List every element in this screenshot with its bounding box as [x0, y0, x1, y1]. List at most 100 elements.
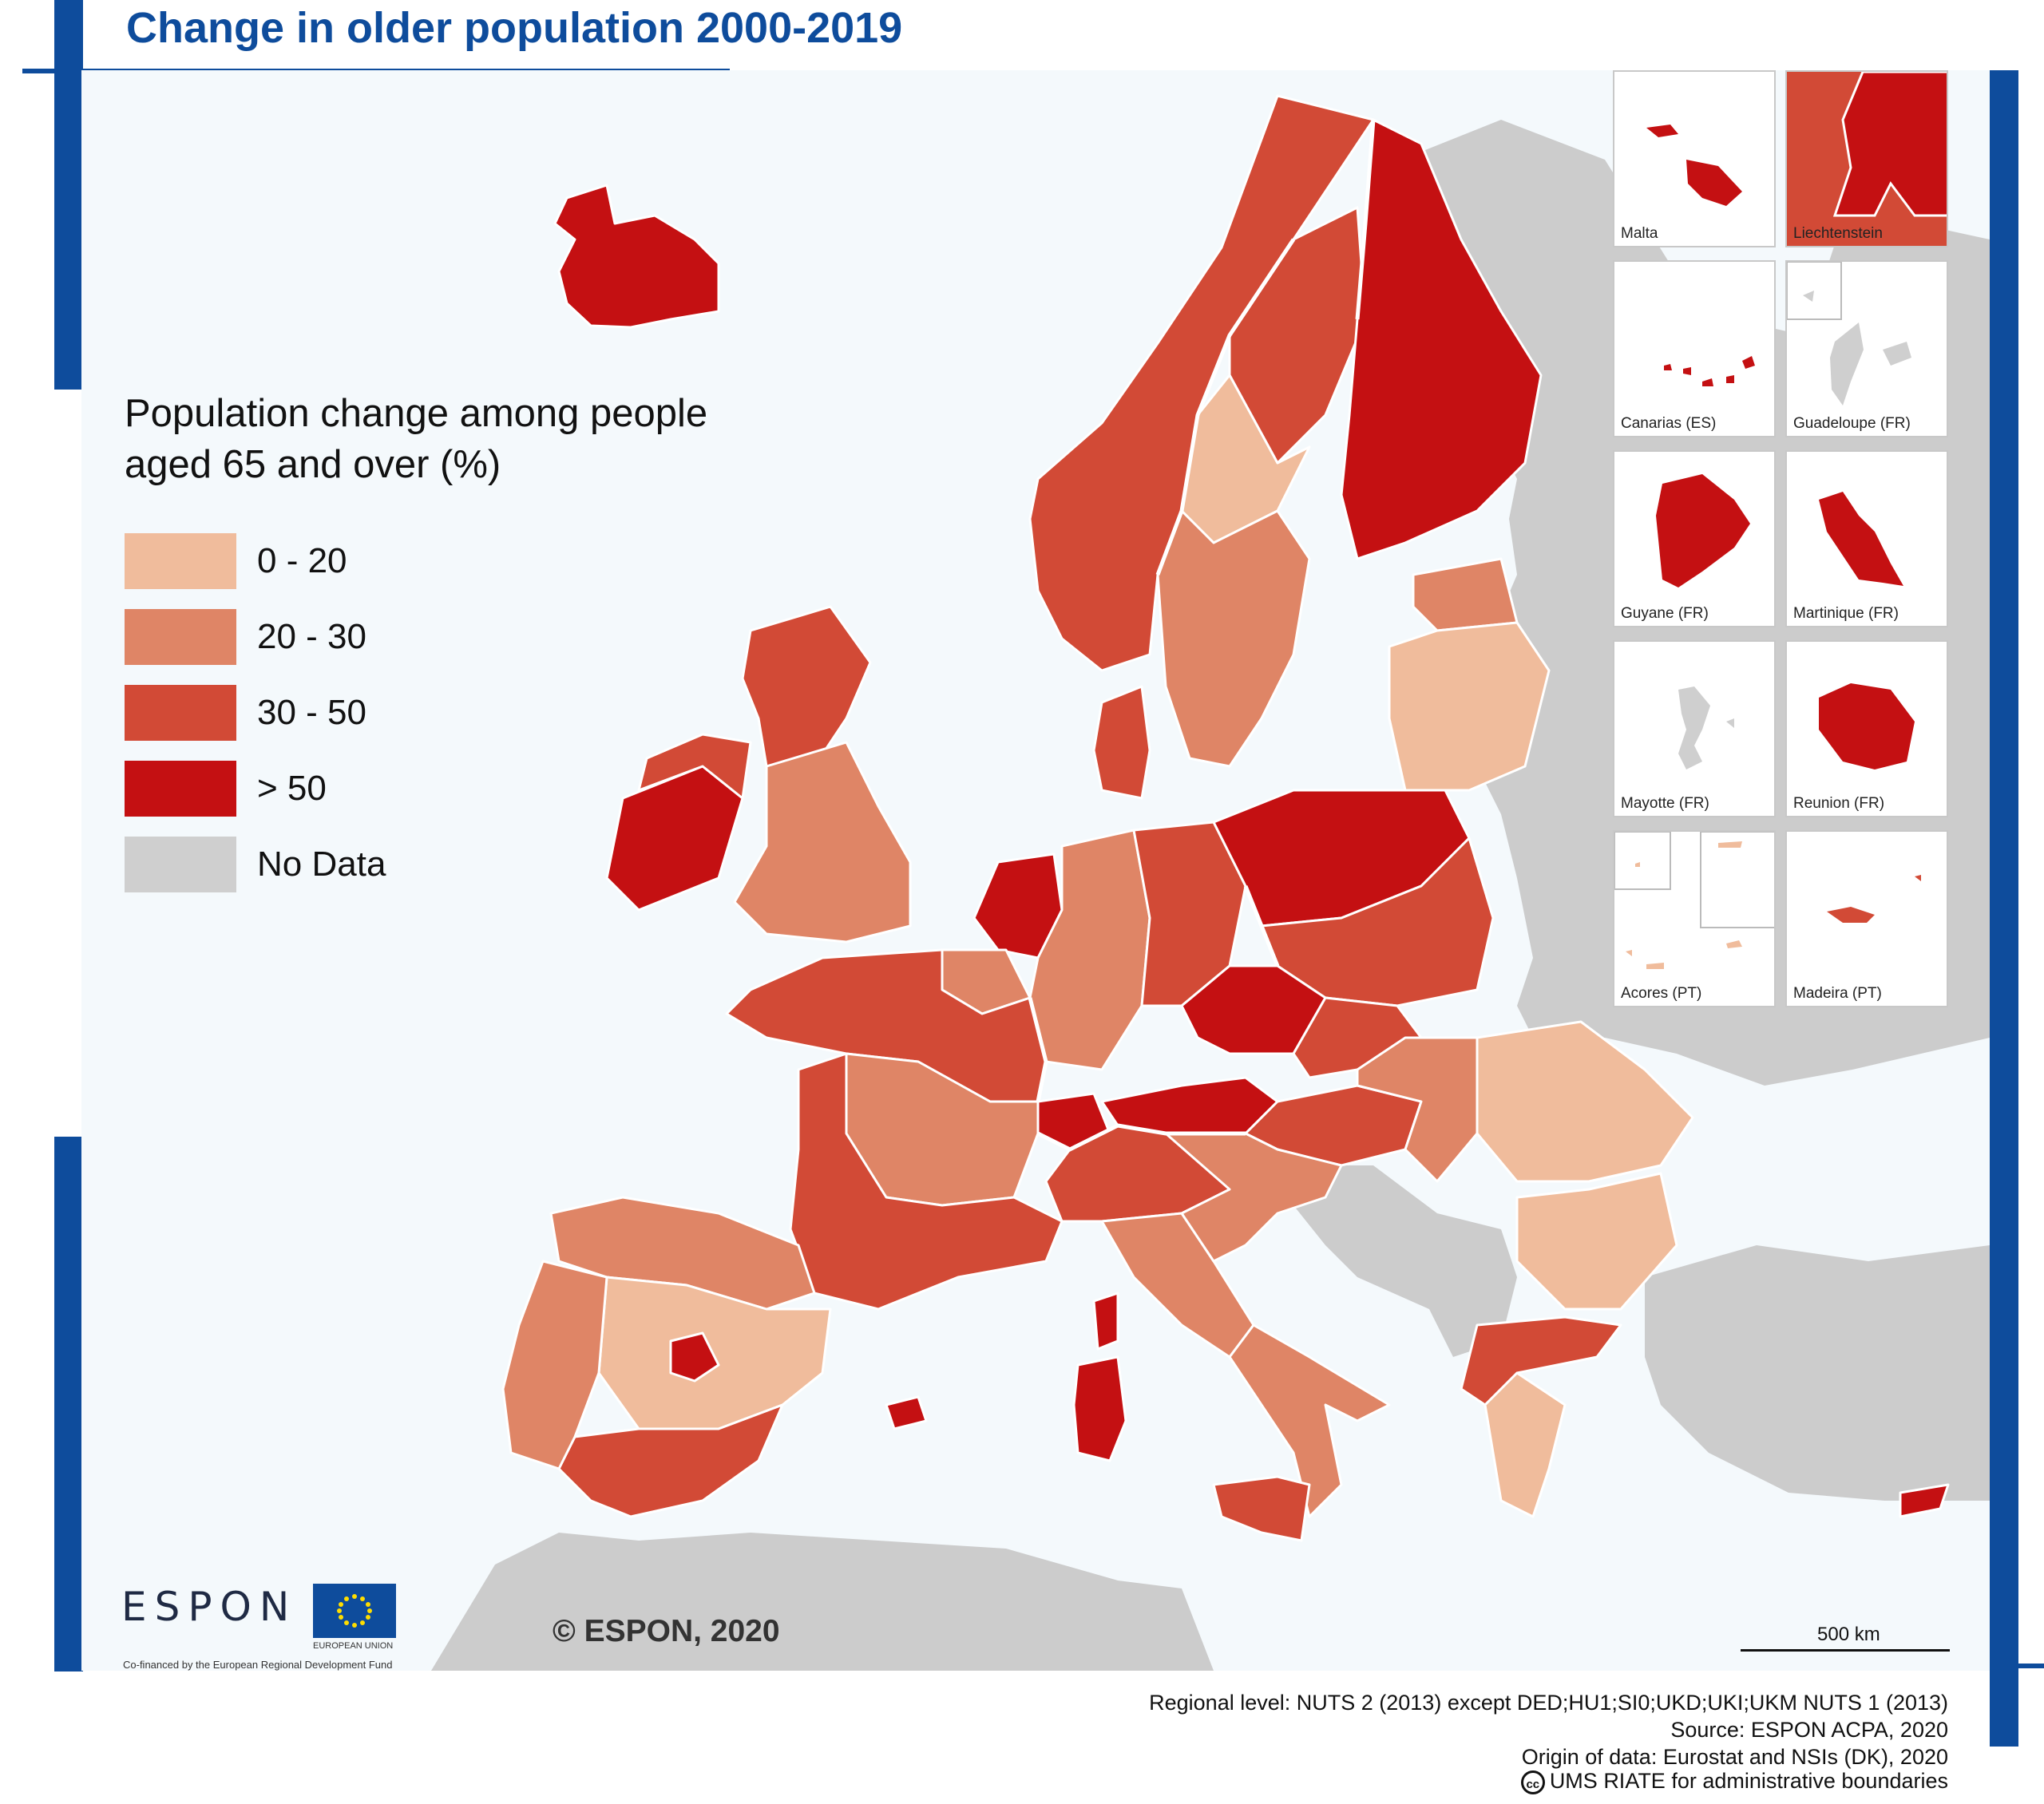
legend-label: 30 - 50 — [257, 693, 366, 732]
border-france-germany — [1028, 997, 1048, 1102]
region-romania-east — [1476, 1020, 1694, 1183]
mayotte-shape — [1678, 686, 1734, 769]
region-cyprus — [1899, 1483, 1950, 1518]
legend-label: No Data — [257, 845, 386, 884]
country-borders — [1028, 119, 1376, 1152]
scale-bar — [1741, 1649, 1950, 1652]
guyane-territory — [1656, 474, 1750, 587]
frame-bar-right — [1990, 70, 2018, 1747]
canarias-shape — [1664, 356, 1755, 386]
inset-martinique: Martinique (FR) — [1785, 450, 1948, 627]
region-sweden-north — [1228, 206, 1367, 465]
malta-island — [1646, 125, 1742, 206]
malta-shape — [1646, 125, 1742, 206]
inset-liechtenstein: Liechtenstein — [1785, 70, 1948, 247]
region-ireland-north — [637, 733, 752, 800]
acores-frame-right — [1700, 832, 1774, 928]
border-norway-sweden — [1155, 238, 1296, 576]
border-germany-poland — [1243, 885, 1280, 967]
inset-malta: Malta — [1613, 70, 1776, 247]
martinique-island — [1819, 492, 1903, 586]
region-greece-south — [1483, 1371, 1567, 1518]
legend-title-line1: Population change among people — [125, 392, 708, 435]
region-greece-north — [1460, 1315, 1622, 1406]
region-portugal — [501, 1260, 608, 1470]
footer-regional-level: Regional level: NUTS 2 (2013) except DED… — [1149, 1691, 1948, 1715]
legend-title: Population change among people aged 65 a… — [125, 388, 843, 490]
inset-reunion: Reunion (FR) — [1785, 640, 1948, 817]
acores-shape — [1614, 832, 1774, 969]
north-africa-landmass — [431, 1533, 1214, 1671]
madeira-island — [1827, 875, 1921, 923]
guadeloupe-shape — [1787, 262, 1911, 406]
region-sardinia — [1072, 1355, 1127, 1462]
region-sicily — [1212, 1475, 1311, 1542]
inset-guadeloupe: Guadeloupe (FR) — [1785, 260, 1948, 437]
region-corsica — [1092, 1292, 1119, 1351]
liechtenstein-shape — [1787, 72, 1947, 246]
region-uk-england — [733, 741, 912, 944]
region-denmark — [1092, 685, 1151, 800]
legend-swatch — [125, 837, 236, 892]
reunion-shape — [1819, 683, 1915, 769]
inset-label-acores: Acores (PT) — [1621, 985, 1702, 1002]
inset-madeira: Madeira (PT) — [1785, 830, 1948, 1007]
region-baltics-estonia — [1412, 557, 1519, 632]
guyane-shape — [1656, 474, 1750, 587]
inset-label-mayotte: Mayotte (FR) — [1621, 795, 1709, 812]
inset-label-madeira: Madeira (PT) — [1793, 985, 1882, 1002]
liechtenstein-region — [1832, 72, 1947, 217]
legend-swatch — [125, 609, 236, 665]
legend-swatch — [125, 685, 236, 741]
acores-islands — [1626, 841, 1742, 969]
madeira-shape — [1827, 875, 1921, 923]
inset-label-reunion: Reunion (FR) — [1793, 795, 1885, 812]
acores-frame-left — [1614, 832, 1671, 890]
eu-stars-icon — [337, 1594, 372, 1628]
espon-logo-text: ESPON — [121, 1584, 298, 1630]
legend-swatch — [125, 761, 236, 817]
inset-label-malta: Malta — [1621, 225, 1658, 242]
reunion-island — [1819, 683, 1915, 769]
border-alps — [1036, 1123, 1246, 1152]
footer-boundaries: cc UMS RIATE for administrative boundarie… — [1520, 1769, 1948, 1794]
region-bulgaria — [1515, 1172, 1678, 1311]
eu-star-ring — [337, 1594, 372, 1628]
martinique-shape — [1819, 492, 1903, 586]
creative-commons-icon: cc — [1520, 1770, 1545, 1794]
region-spain-madrid — [669, 1331, 720, 1383]
border-sweden-finland — [1355, 119, 1376, 320]
espon-logo: ESPON — [121, 1584, 297, 1630]
espon-regions — [501, 94, 1950, 1542]
region-iceland — [553, 184, 720, 329]
inset-mayotte: Mayotte (FR) — [1613, 640, 1776, 817]
footer-boundaries-text: UMS RIATE for administrative boundaries — [1549, 1769, 1948, 1793]
region-spain-central — [597, 1276, 832, 1430]
inset-label-guadeloupe: Guadeloupe (FR) — [1793, 415, 1911, 432]
inset-guyane: Guyane (FR) — [1613, 450, 1776, 627]
inset-label-martinique: Martinique (FR) — [1793, 605, 1899, 622]
region-uk-scotland — [741, 605, 872, 768]
map-frame: Malta Liechtenstein Canarias (ES) Guadel… — [81, 70, 1990, 1671]
frame-bar-left-top — [54, 0, 83, 390]
region-france-south — [789, 1052, 1064, 1311]
guadeloupe-island — [1803, 291, 1911, 406]
legend-label: 20 - 30 — [257, 617, 366, 656]
canarias-islands — [1664, 356, 1755, 386]
turkey-landmass — [1645, 1245, 1990, 1501]
balkans-non-eu — [1262, 1165, 1517, 1357]
footer-origin: Origin of data: Eurostat and NSIs (DK), … — [1521, 1745, 1948, 1769]
region-italy-south — [1228, 1323, 1391, 1518]
region-ireland-south — [605, 765, 744, 912]
region-spain-north — [549, 1196, 816, 1311]
inset-canarias: Canarias (ES) — [1613, 260, 1776, 437]
region-finland — [1340, 118, 1543, 560]
frame-bar-left-bottom — [54, 1137, 83, 1671]
inset-acores: Acores (PT) — [1613, 830, 1776, 1007]
region-baltics-latvia-lithuania — [1388, 621, 1551, 792]
legend-label: 0 - 20 — [257, 541, 347, 580]
legend-swatch — [125, 533, 236, 589]
inset-label-canarias: Canarias (ES) — [1621, 415, 1717, 432]
legend-label: > 50 — [257, 769, 327, 808]
region-spain-south — [557, 1403, 784, 1518]
